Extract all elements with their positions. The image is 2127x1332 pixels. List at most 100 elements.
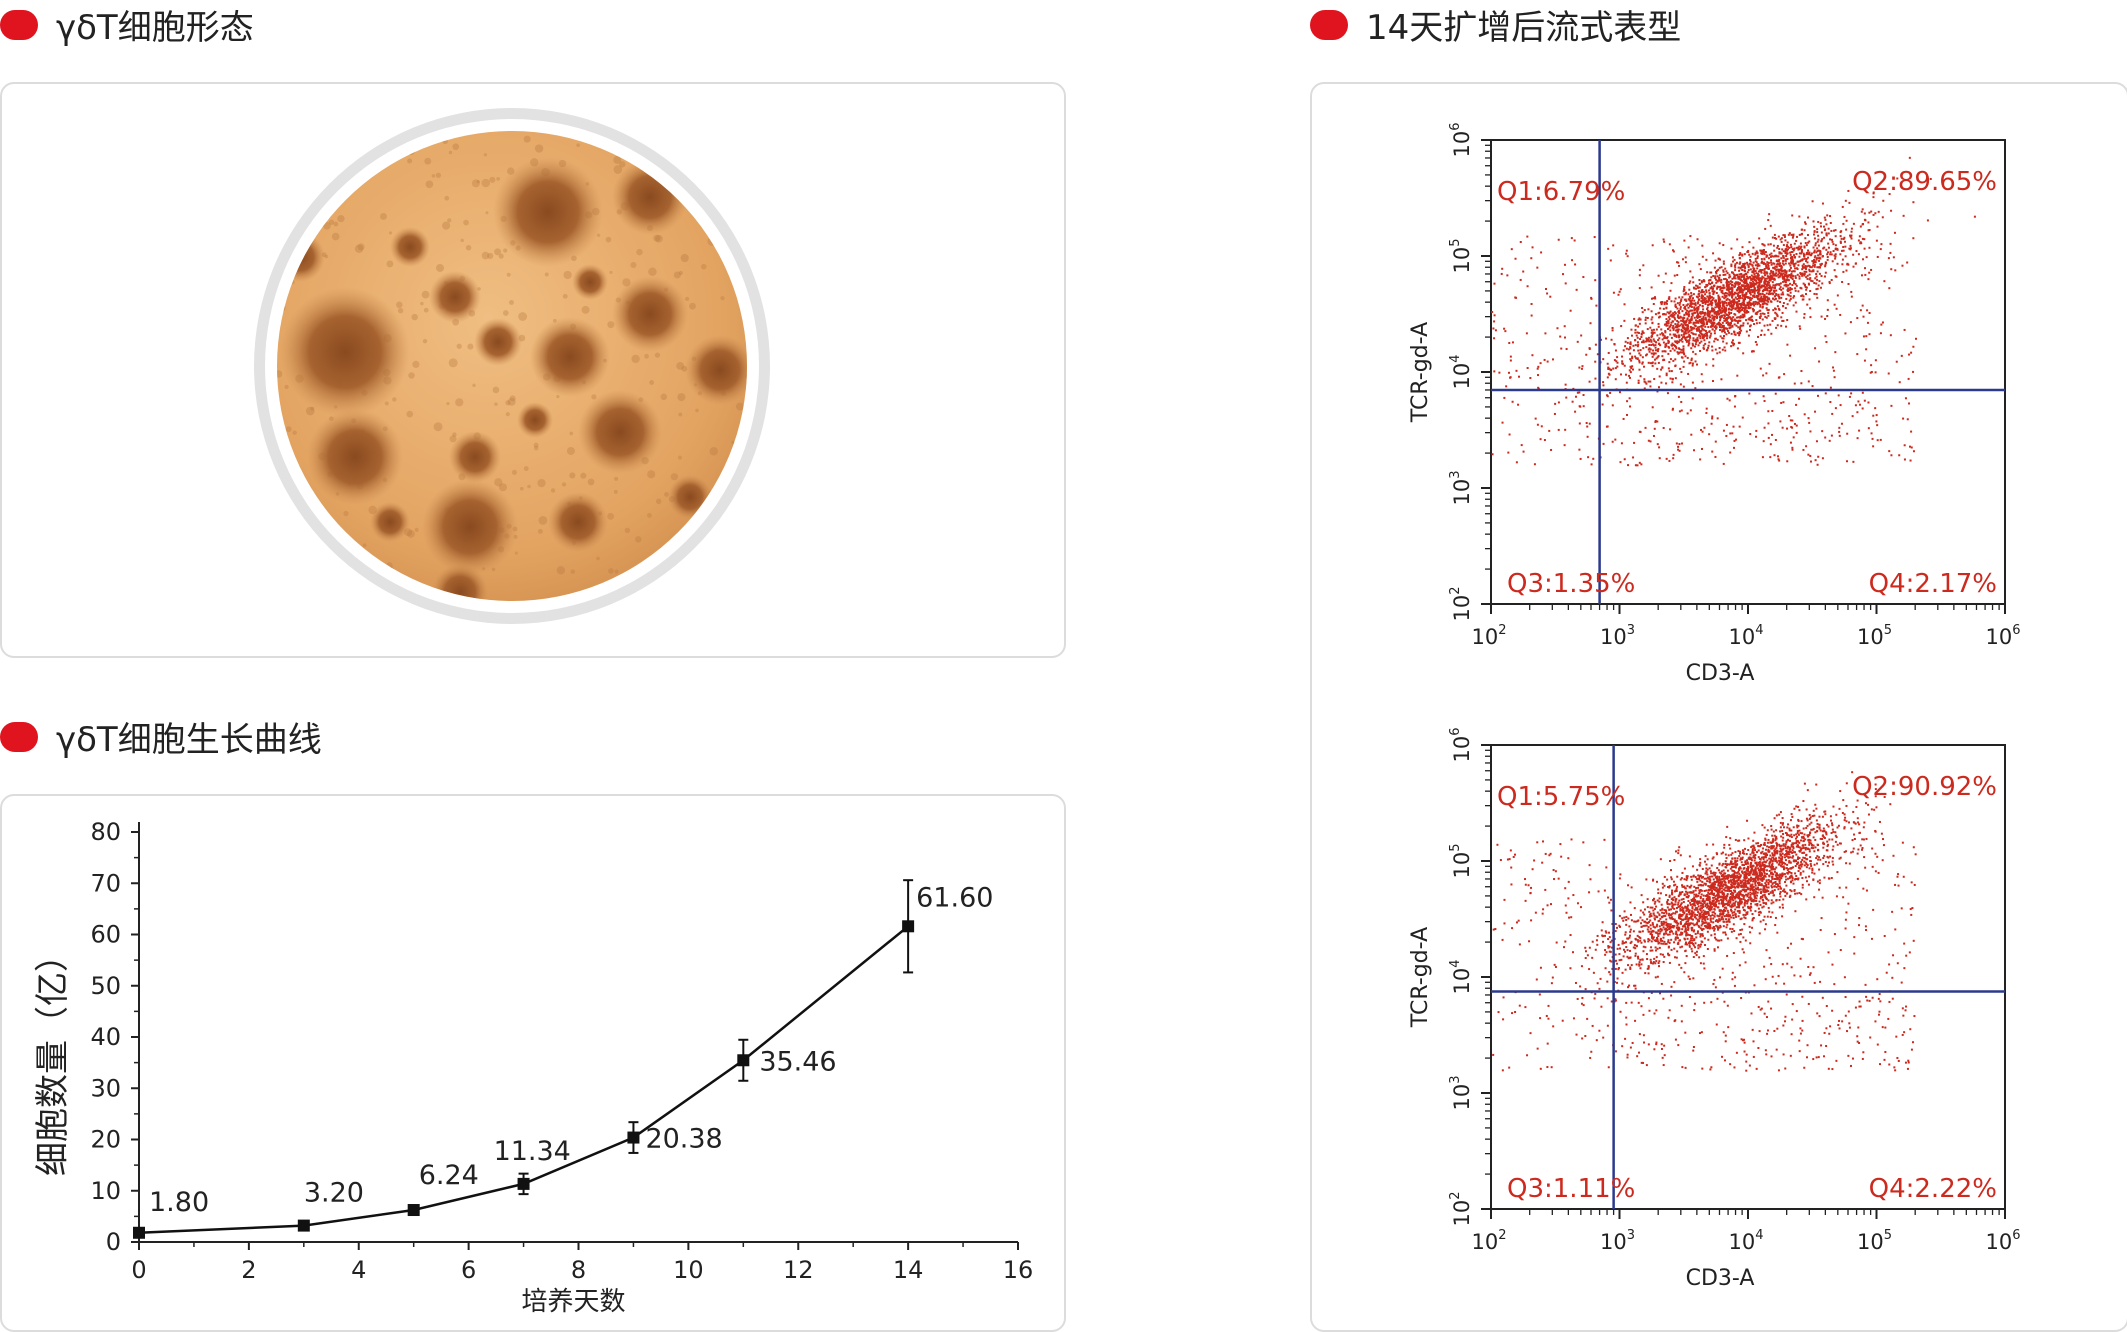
event-dot	[1781, 248, 1784, 251]
event-dot	[1743, 909, 1746, 912]
event-dot	[1849, 321, 1852, 324]
event-dot	[1714, 898, 1717, 901]
event-dot	[1771, 292, 1774, 295]
cell-colony	[474, 318, 522, 366]
event-dot	[1834, 235, 1837, 238]
event-dot	[1685, 299, 1688, 302]
event-dot	[1672, 453, 1675, 456]
event-dot	[1631, 365, 1634, 368]
cell-speck	[569, 472, 576, 479]
cell-speck	[693, 159, 699, 164]
event-dot	[1751, 848, 1754, 851]
event-dot	[1679, 299, 1682, 302]
event-dot	[1736, 298, 1739, 301]
event-dot	[1798, 277, 1801, 280]
event-dot	[1772, 289, 1775, 292]
cell-speck	[607, 321, 615, 329]
event-dot	[1889, 334, 1892, 337]
event-dot	[1711, 323, 1714, 326]
event-dot	[1745, 304, 1748, 307]
event-dot	[1749, 887, 1752, 890]
event-dot	[1834, 407, 1837, 410]
event-dot	[1602, 358, 1605, 361]
event-dot	[1873, 808, 1876, 811]
event-dot	[1690, 884, 1693, 887]
event-dot	[1805, 270, 1808, 273]
event-dot	[1704, 334, 1707, 337]
event-dot	[1779, 821, 1782, 824]
event-dot	[1633, 984, 1636, 987]
event-dot	[1750, 876, 1753, 879]
event-dot	[1745, 319, 1748, 322]
event-dot	[1718, 279, 1721, 282]
event-dot	[1736, 859, 1739, 862]
event-dot	[1762, 243, 1765, 246]
event-dot	[1704, 311, 1707, 314]
event-dot	[1771, 276, 1774, 279]
event-dot	[1707, 318, 1710, 321]
event-dot	[1831, 824, 1834, 827]
event-dot	[1696, 338, 1699, 341]
event-dot	[1869, 371, 1872, 374]
event-dot	[1801, 863, 1804, 866]
event-dot	[1706, 918, 1709, 921]
event-dot	[1827, 843, 1830, 846]
event-dot	[1733, 333, 1736, 336]
event-dot	[1731, 281, 1734, 284]
event-dot	[1859, 225, 1862, 228]
event-dot	[1806, 303, 1809, 306]
event-dot	[1836, 294, 1839, 297]
event-dot	[1722, 302, 1725, 305]
event-dot	[1704, 330, 1707, 333]
event-dot	[1607, 366, 1610, 369]
event-dot	[1706, 896, 1709, 899]
event-dot	[1783, 853, 1786, 856]
event-dot	[1813, 225, 1816, 228]
event-dot	[1787, 233, 1790, 236]
event-dot	[1843, 236, 1846, 239]
event-dot	[1684, 887, 1687, 890]
event-dot	[1650, 340, 1653, 343]
event-dot	[1636, 357, 1639, 360]
event-dot	[1697, 905, 1700, 908]
event-dot	[1716, 279, 1719, 282]
event-dot	[1723, 314, 1726, 317]
event-dot	[1763, 866, 1766, 869]
event-dot	[1712, 297, 1715, 300]
event-dot	[1663, 337, 1666, 340]
event-dot	[1738, 273, 1741, 276]
event-dot	[1751, 283, 1754, 286]
event-dot	[1670, 282, 1673, 285]
event-dot	[1738, 906, 1741, 909]
cell-speck	[649, 380, 655, 385]
event-dot	[1755, 272, 1758, 275]
event-dot	[1723, 915, 1726, 918]
event-dot	[1694, 876, 1697, 879]
event-dot	[1787, 275, 1790, 278]
event-dot	[1880, 323, 1883, 326]
event-dot	[1667, 939, 1670, 942]
cell-speck	[544, 272, 549, 277]
event-dot	[1759, 297, 1762, 300]
event-dot	[1690, 915, 1693, 918]
event-dot	[1751, 851, 1754, 854]
event-dot	[1683, 971, 1686, 974]
cell-speck	[680, 253, 689, 263]
event-dot	[1762, 858, 1765, 861]
event-dot	[1706, 295, 1709, 298]
event-dot	[1806, 261, 1809, 264]
event-dot	[1761, 298, 1764, 301]
event-dot	[1795, 842, 1798, 845]
event-dot	[1748, 300, 1751, 303]
event-dot	[1639, 967, 1642, 970]
event-dot	[1703, 329, 1706, 332]
event-dot	[1750, 350, 1753, 353]
event-dot	[1751, 320, 1754, 323]
event-dot	[1669, 325, 1672, 328]
event-dot	[1613, 343, 1616, 346]
event-dot	[1710, 271, 1713, 274]
event-dot	[1690, 292, 1693, 295]
event-dot	[1842, 245, 1845, 248]
event-dot	[1807, 417, 1810, 420]
event-dot	[1548, 429, 1551, 432]
